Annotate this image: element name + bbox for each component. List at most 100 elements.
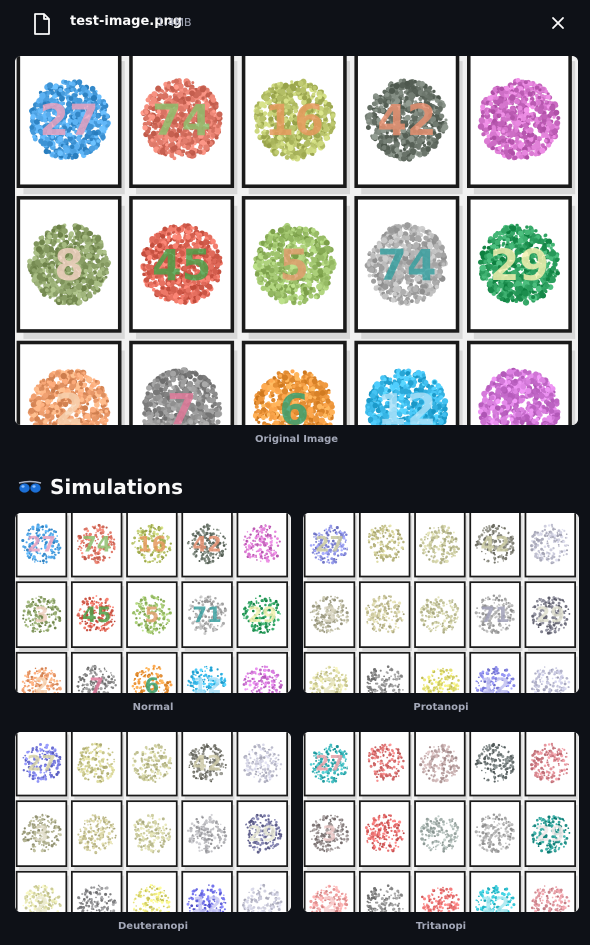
sim-deuteranopi-plate-6: 3 <box>15 800 69 871</box>
file-name: test-image.png <box>70 14 183 29</box>
sim-protanopi-plate-number: 3 <box>322 603 337 627</box>
sim-protanopi-plate-8 <box>414 581 468 652</box>
sim-tritanopi-plate-2 <box>358 732 413 800</box>
sim-tritanopi-plate-number: 27 <box>315 752 344 776</box>
sim-tritanopi-plate-9 <box>469 800 523 871</box>
simulation-deuteranopi-caption: Deuteranopi <box>117 921 189 932</box>
sim-protanopi-plate-12 <box>358 651 413 693</box>
sim-deuteranopi-plate-7 <box>70 800 125 871</box>
original-plate-number: 74 <box>377 241 436 291</box>
original-plate-1: 27 <box>16 56 125 195</box>
original-plate-2: 74 <box>129 56 238 195</box>
sim-deuteranopi-plate-number: 12 <box>193 893 222 912</box>
sim-protanopi-plate-6: 3 <box>303 581 357 652</box>
sim-tritanopi-plate-number: 12 <box>481 893 510 912</box>
original-plate-10: 29 <box>467 196 576 339</box>
sim-tritanopi-plate-number: 2 <box>322 893 337 912</box>
sim-normal-plate-15 <box>236 651 290 693</box>
original-plate-4: 42 <box>354 56 463 195</box>
original-plate-number: 74 <box>152 96 211 146</box>
sim-deuteranopi-plate-9 <box>181 800 235 871</box>
sim-protanopi-plate-number: 2 <box>322 674 337 693</box>
simulation-deuteranopi-image[interactable]: 27 42 3 29 2 12 <box>15 732 291 912</box>
sim-tritanopi-plate-6: 3 <box>303 800 357 871</box>
original-image[interactable]: 27 74 16 42 8 45 5 74 29 2 7 6 12 <box>15 56 578 425</box>
simulation-tritanopi-image[interactable]: 27 3 29 2 12 <box>303 732 579 912</box>
simulations-title: Simulations <box>50 475 183 499</box>
sim-normal-plate-9: 71 <box>181 581 235 652</box>
sim-normal-plate-number: 3 <box>34 603 49 627</box>
original-plate-15 <box>467 340 576 425</box>
sim-deuteranopi-plate-10: 29 <box>236 800 290 871</box>
sim-protanopi-plate-number: 42 <box>481 533 510 557</box>
original-image-caption: Original Image <box>254 434 339 445</box>
sim-protanopi-plate-3 <box>414 513 468 581</box>
file-size: 1.4MB <box>157 16 192 29</box>
simulation-protanopi-image[interactable]: 27 42 3 71 29 2 12 <box>303 513 579 693</box>
original-plate-11: 2 <box>16 340 125 425</box>
original-plate-number: 27 <box>39 96 98 146</box>
simulation-protanopi-caption: Protanopi <box>413 702 469 713</box>
sim-normal-plate-6: 3 <box>15 581 69 652</box>
original-image-canvas: 27 74 16 428 45 5 74 292 7 6 12 <box>15 56 578 425</box>
sim-tritanopi-plate-3 <box>414 732 468 800</box>
simulation-normal-image[interactable]: 27 74 16 42 3 45 5 71 29 2 7 6 12 <box>15 513 291 693</box>
sim-tritanopi-plate-7 <box>358 800 413 871</box>
sim-protanopi-plate-number: 71 <box>481 603 510 627</box>
sim-normal-plate-12: 7 <box>70 651 125 693</box>
simulation-normal-caption: Normal <box>132 702 174 713</box>
sim-normal-plate-number: 7 <box>89 674 104 693</box>
simulation-deuteranopi-canvas: 27 42 3 29 2 12 <box>15 732 291 912</box>
sim-protanopi-plate-5 <box>524 513 578 581</box>
original-plate-8: 5 <box>241 196 350 339</box>
sim-normal-plate-14: 12 <box>181 651 235 693</box>
sim-protanopi-plate-15 <box>524 651 578 693</box>
original-plate-3: 16 <box>241 56 350 195</box>
sim-deuteranopi-plate-2 <box>70 732 125 800</box>
simulation-normal-canvas: 27 74 16 423 45 5 71 292 7 6 12 <box>15 513 291 693</box>
sim-protanopi-plate-number: 27 <box>315 533 344 557</box>
sim-protanopi-plate-4: 42 <box>469 513 523 581</box>
sim-normal-plate-13: 6 <box>126 651 180 693</box>
sim-deuteranopi-plate-3 <box>126 732 180 800</box>
close-icon[interactable] <box>549 14 567 32</box>
file-header: test-image.png 1.4MB <box>0 0 590 50</box>
sim-deuteranopi-plate-11: 2 <box>15 870 69 912</box>
sim-normal-plate-number: 29 <box>248 603 277 627</box>
sim-normal-plate-number: 6 <box>145 674 160 693</box>
sim-tritanopi-plate-14: 12 <box>469 870 523 912</box>
sim-deuteranopi-plate-number: 2 <box>34 893 49 912</box>
sim-tritanopi-plate-4 <box>469 732 523 800</box>
sim-protanopi-plate-14: 12 <box>469 651 523 693</box>
original-plate-14: 12 <box>354 340 463 425</box>
original-plate-number: 45 <box>152 241 211 291</box>
sim-deuteranopi-plate-12 <box>70 870 125 912</box>
sim-protanopi-plate-9: 71 <box>469 581 523 652</box>
sim-normal-plate-10: 29 <box>236 581 290 652</box>
sim-tritanopi-plate-8 <box>414 800 468 871</box>
sim-protanopi-plate-10: 29 <box>524 581 578 652</box>
sim-protanopi-plate-2 <box>358 513 413 581</box>
sim-normal-plate-number: 71 <box>193 603 222 627</box>
sim-tritanopi-plate-11: 2 <box>303 870 357 912</box>
simulation-protanopi-canvas: 27 42 3 71 29 2 12 <box>303 513 579 693</box>
original-plate-13: 6 <box>241 340 350 425</box>
sim-normal-plate-number: 16 <box>137 533 166 557</box>
sim-normal-plate-number: 27 <box>27 533 56 557</box>
sim-protanopi-plate-7 <box>358 581 413 652</box>
original-plate-number: 5 <box>279 241 309 291</box>
original-plate-number: 29 <box>490 241 549 291</box>
sim-tritanopi-plate-number: 29 <box>536 822 565 846</box>
sim-deuteranopi-plate-number: 29 <box>248 822 277 846</box>
sim-tritanopi-plate-13 <box>414 870 468 912</box>
sim-tritanopi-plate-12 <box>358 870 413 912</box>
original-plate-number: 7 <box>167 385 197 425</box>
simulation-tritanopi-caption: Tritanopi <box>415 921 467 932</box>
sim-normal-plate-number: 2 <box>34 674 49 693</box>
sim-normal-plate-number: 45 <box>82 603 111 627</box>
sim-protanopi-plate-11: 2 <box>303 651 357 693</box>
sim-normal-plate-number: 5 <box>145 603 160 627</box>
sim-normal-plate-11: 2 <box>15 651 69 693</box>
sim-deuteranopi-plate-14: 12 <box>181 870 235 912</box>
